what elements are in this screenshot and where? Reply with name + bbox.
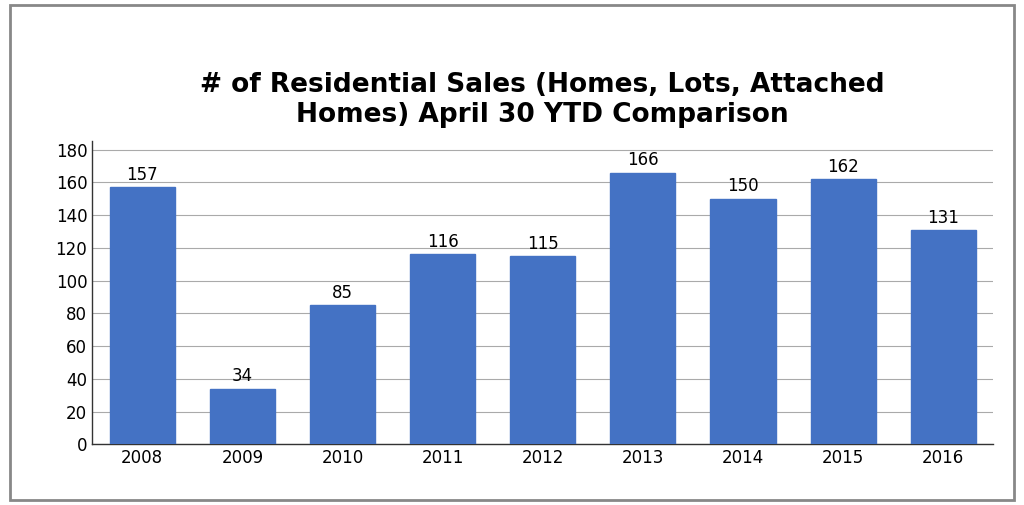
Bar — [410, 255, 475, 444]
Text: 131: 131 — [928, 209, 959, 227]
Bar — [711, 199, 775, 444]
Bar — [210, 389, 274, 444]
Bar — [910, 230, 976, 444]
Text: 150: 150 — [727, 177, 759, 195]
Title: # of Residential Sales (Homes, Lots, Attached
Homes) April 30 YTD Comparison: # of Residential Sales (Homes, Lots, Att… — [201, 72, 885, 128]
Bar — [610, 173, 676, 444]
Bar — [811, 179, 876, 444]
Text: 157: 157 — [126, 166, 158, 184]
Text: 116: 116 — [427, 233, 459, 251]
Text: 85: 85 — [332, 284, 353, 302]
Bar — [110, 187, 175, 444]
Text: 162: 162 — [827, 158, 859, 176]
Bar — [510, 256, 575, 444]
Text: 115: 115 — [526, 235, 559, 253]
Text: 34: 34 — [231, 368, 253, 385]
Text: 166: 166 — [627, 151, 658, 169]
Bar — [310, 305, 375, 444]
